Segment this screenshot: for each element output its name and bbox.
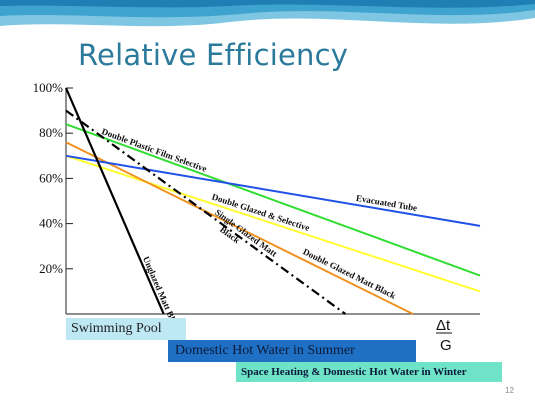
series-line-double-plastic-film-selective [65,123,481,277]
band-domestic-hot-water-summer: Domestic Hot Water in Summer [168,340,416,362]
y-tick-label: 80% [39,125,63,140]
series-line-single-glazed-matt-black [65,109,347,315]
y-ticks: 20% 40% 60% 80% 100% [33,80,73,276]
slide-number: 12 [505,386,514,395]
series-lines [64,87,481,315]
band-space-heating-winter: Space Heating & Domestic Hot Water in Wi… [236,362,502,382]
y-tick-label: 60% [39,170,63,185]
band-swimming-pool: Swimming Pool [66,318,186,340]
x-axis-label-numerator: Δt [436,317,451,334]
series-line-double-glazed-matt-black [65,141,414,315]
y-tick-label: 20% [39,261,63,276]
series-line-double-glazed-selective [65,154,481,293]
header-wave-decoration [0,0,535,27]
chart-axes [65,88,480,315]
y-tick-label: 40% [39,216,63,231]
slide-title: Relative Efficiency [78,38,349,72]
x-axis-label-denominator: G [440,337,452,354]
series-line-unglazed-matt-black [64,87,165,315]
series-line-evacuated-tube [65,154,481,227]
y-tick-label: 100% [33,80,64,95]
